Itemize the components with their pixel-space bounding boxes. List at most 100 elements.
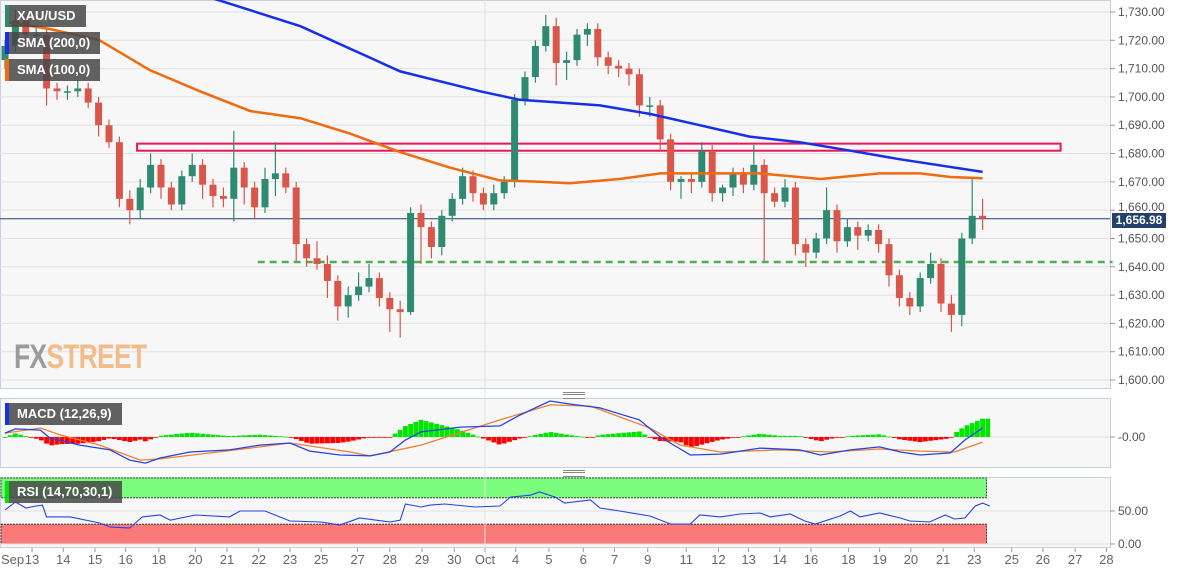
candle: [126, 190, 134, 225]
bearish-candle-body: [219, 196, 227, 199]
candle: [791, 181, 799, 256]
bearish-candle-body: [469, 176, 477, 194]
macd-histogram-bar: [340, 437, 346, 443]
macd-histogram-bar: [205, 434, 211, 437]
x-tick-label: 27: [350, 552, 364, 567]
candle: [230, 130, 238, 222]
bearish-candle-body: [885, 244, 893, 276]
macd-histogram-bar: [756, 433, 762, 437]
x-tick-label: 18: [841, 552, 855, 567]
candle: [74, 79, 82, 97]
bearish-candle-body: [334, 280, 342, 307]
candle: [937, 258, 945, 313]
rsi-resize-handle[interactable]: [563, 470, 585, 477]
macd-histogram-bar: [793, 435, 798, 437]
candle: [781, 179, 789, 208]
macd-histogram-bar: [985, 418, 991, 437]
x-tick-label: 16: [118, 552, 132, 567]
candle: [355, 272, 363, 301]
macd-histogram-bar: [938, 437, 944, 440]
candle: [812, 232, 820, 259]
macd-histogram-bar: [137, 437, 143, 440]
indicator-lines: [2, 0, 991, 529]
sma100-legend[interactable]: SMA (100,0): [5, 59, 101, 81]
bullish-candle-body: [365, 278, 373, 287]
macd-histogram-bar: [2, 437, 8, 438]
x-tick-label: 16: [804, 552, 818, 567]
macd-histogram-bar: [195, 433, 200, 437]
macd-histogram-bar: [158, 435, 164, 437]
macd-histogram-bar: [361, 437, 367, 439]
macd-resize-handle[interactable]: [563, 392, 585, 399]
rsi-legend[interactable]: RSI (14,70,30,1): [5, 481, 123, 503]
bullish-candle-body: [563, 60, 571, 63]
macd-histogram-bar: [611, 433, 616, 437]
macd-histogram-bar: [122, 437, 127, 442]
macd-histogram-bar: [631, 431, 637, 437]
candle: [396, 300, 404, 338]
candle: [583, 23, 591, 46]
macd-histogram-bar: [772, 435, 777, 437]
macd-histogram-bar: [179, 433, 185, 437]
bullish-candle-body: [927, 263, 935, 279]
candle: [105, 119, 113, 148]
rsi-overbought-zone: [0, 477, 987, 499]
macd-histogram-bar: [184, 433, 190, 437]
macd-histogram-bar: [637, 431, 642, 437]
symbol-label[interactable]: XAU/USD: [5, 5, 86, 27]
x-tick-label: 30: [447, 552, 461, 567]
x-tick-label: 28: [1099, 552, 1113, 567]
macd-histogram-bar: [486, 437, 491, 441]
macd-histogram-bar: [351, 437, 356, 441]
x-tick-label: 23: [283, 552, 297, 567]
macd-histogram-bar: [761, 434, 767, 437]
macd-histogram-bar: [335, 437, 341, 443]
candle: [542, 14, 550, 52]
x-tick-label: 26: [1036, 552, 1050, 567]
macd-histogram-bar: [678, 437, 684, 443]
macd-histogram-bar: [527, 436, 533, 438]
macd-histogram-bar: [319, 437, 325, 444]
bullish-candle-body: [261, 179, 269, 208]
macd-histogram-bar: [143, 437, 148, 442]
bearish-candle-body: [594, 28, 602, 58]
macd-histogram-bar: [252, 434, 257, 437]
logo-street: STREET: [46, 338, 147, 376]
sma200-legend[interactable]: SMA (200,0): [5, 32, 101, 54]
axes: 1,600.00 1,610.00 1,620.00 1,630.00 1,640.00…: [1, 5, 1165, 567]
macd-histogram-bar: [397, 429, 403, 437]
candle: [511, 94, 519, 188]
candle: [625, 62, 633, 86]
bullish-candle-body: [490, 193, 498, 205]
macd-histogram-bar: [163, 435, 169, 437]
macd-histogram-bar: [314, 437, 320, 444]
macd-histogram-bar: [247, 435, 252, 437]
bearish-candle-body: [979, 215, 987, 219]
macd-legend[interactable]: MACD (12,26,9): [5, 403, 122, 425]
candle: [864, 224, 872, 242]
bullish-candle-body: [407, 212, 415, 313]
macd-histogram-bar: [897, 437, 902, 440]
macd-histogram-bar: [959, 428, 965, 437]
rsi-text: RSI (14,70,30,1): [17, 484, 113, 499]
y-tick-label: 1,630.00: [1118, 288, 1165, 302]
candle: [531, 40, 539, 83]
macd-histogram-bar: [829, 437, 835, 439]
bearish-candle-body: [947, 303, 955, 315]
macd-histogram-bar: [912, 437, 918, 442]
x-tick-label: 28: [383, 552, 397, 567]
candle: [490, 184, 498, 211]
candle: [968, 179, 976, 245]
rsi-line: [4, 491, 991, 529]
x-tick-label: 12: [711, 552, 725, 567]
x-tick-label: Sep: [1, 552, 24, 567]
candle: [947, 295, 955, 332]
bearish-candle-body: [292, 187, 300, 245]
macd-histogram-bar: [819, 437, 824, 442]
candle: [760, 159, 768, 262]
bullish-candle-body: [438, 215, 446, 247]
macd-histogram-bar: [652, 437, 658, 440]
macd-histogram-bar: [283, 436, 289, 438]
macd-histogram-bar: [876, 434, 881, 437]
bearish-candle-body: [667, 139, 675, 182]
